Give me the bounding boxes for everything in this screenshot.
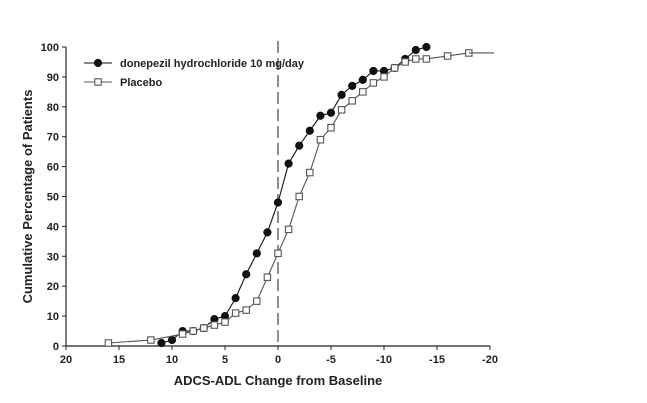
data-point-donepezil xyxy=(422,42,431,52)
series-line-donepezil xyxy=(161,46,427,344)
series-placebo xyxy=(104,49,494,347)
x-tick-label: 15 xyxy=(113,354,125,366)
data-point-placebo xyxy=(284,225,293,234)
data-point-placebo xyxy=(295,192,303,201)
x-tick-label: -20 xyxy=(482,354,498,366)
series-donepezil xyxy=(157,42,431,348)
data-point-placebo xyxy=(104,339,113,347)
legend-marker-donepezil xyxy=(93,58,103,68)
data-point-placebo xyxy=(147,336,155,344)
data-point-placebo xyxy=(242,306,250,314)
x-tick-label: 20 xyxy=(60,354,72,366)
data-point-donepezil xyxy=(295,141,304,150)
data-point-placebo xyxy=(306,168,314,177)
data-point-donepezil xyxy=(369,66,378,76)
data-point-placebo xyxy=(316,135,325,144)
data-point-donepezil xyxy=(326,108,336,117)
data-point-donepezil xyxy=(167,335,177,345)
y-tick-label: 100 xyxy=(41,42,59,54)
x-tick-label: -15 xyxy=(429,354,445,366)
data-point-donepezil xyxy=(252,249,261,258)
x-tick-label: -10 xyxy=(376,354,392,366)
data-point-placebo xyxy=(369,79,378,87)
data-point-donepezil xyxy=(284,159,293,168)
y-tick-label: 10 xyxy=(47,311,59,323)
y-tick-label: 0 xyxy=(53,341,59,353)
y-tick-label: 30 xyxy=(47,251,59,263)
data-point-placebo xyxy=(210,321,219,329)
data-point-placebo xyxy=(390,64,399,72)
y-tick-label: 20 xyxy=(47,281,59,293)
data-point-donepezil xyxy=(337,90,346,99)
data-point-donepezil xyxy=(358,75,367,84)
y-tick-label: 80 xyxy=(47,102,59,114)
legend-marker-placebo xyxy=(94,78,102,86)
data-point-placebo xyxy=(359,88,367,96)
series-layer xyxy=(104,42,494,348)
data-point-placebo xyxy=(178,330,187,338)
legend: donepezil hydrochloride 10 mg/day Placebo xyxy=(84,58,305,89)
y-axis-label: Cumulative Percentage of Patients xyxy=(20,90,35,304)
x-tick-label: -5 xyxy=(326,354,336,366)
data-point-placebo xyxy=(274,249,282,258)
y-tick-label: 60 xyxy=(47,162,59,174)
data-point-placebo xyxy=(412,55,420,63)
data-point-placebo xyxy=(263,273,272,281)
data-point-placebo xyxy=(337,106,346,114)
data-point-placebo xyxy=(348,97,356,105)
series-line-placebo xyxy=(108,52,469,344)
data-point-placebo xyxy=(422,55,431,63)
data-point-placebo xyxy=(253,297,261,305)
y-tick-label: 50 xyxy=(47,192,59,204)
data-point-donepezil xyxy=(242,270,251,279)
x-tick-label: 0 xyxy=(275,354,281,366)
data-point-donepezil xyxy=(305,126,314,135)
data-point-donepezil xyxy=(411,45,420,55)
y-tick-label: 90 xyxy=(47,72,59,84)
legend-label-placebo: Placebo xyxy=(120,77,162,89)
y-tick-label: 40 xyxy=(47,221,59,233)
data-point-placebo xyxy=(221,318,229,326)
data-point-placebo xyxy=(401,58,409,66)
data-point-donepezil xyxy=(157,338,166,348)
data-point-placebo xyxy=(327,123,335,132)
data-point-placebo xyxy=(200,324,208,332)
legend-label-donepezil: donepezil hydrochloride 10 mg/day xyxy=(120,58,305,70)
data-point-placebo xyxy=(443,52,452,60)
data-point-placebo xyxy=(189,327,197,335)
y-tick-label: 70 xyxy=(47,132,59,144)
x-tick-label: 5 xyxy=(222,354,228,366)
data-point-donepezil xyxy=(231,294,240,303)
data-point-donepezil xyxy=(263,228,272,237)
data-point-donepezil xyxy=(273,198,283,207)
x-axis-label: ADCS-ADL Change from Baseline xyxy=(174,373,383,388)
data-point-donepezil xyxy=(348,81,357,90)
data-point-donepezil xyxy=(316,111,325,120)
x-tick-label: 10 xyxy=(166,354,178,366)
data-point-placebo xyxy=(231,309,240,317)
data-point-placebo xyxy=(380,73,388,81)
